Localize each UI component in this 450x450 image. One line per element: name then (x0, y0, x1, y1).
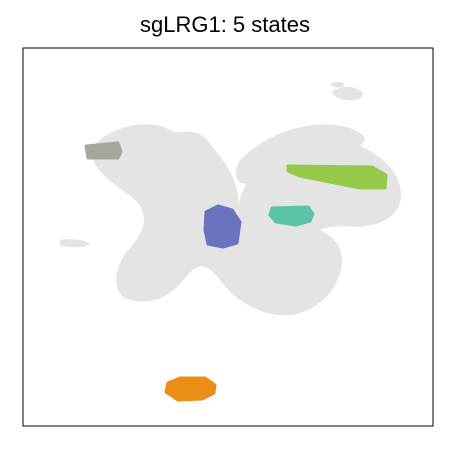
state-blue-cluster (203, 204, 242, 249)
state-teal-cluster (268, 205, 315, 227)
background-cluster-upper-right (235, 124, 365, 184)
background-cluster-left-arm (60, 239, 90, 248)
background-cluster-right-lobe (300, 181, 390, 223)
background-cells (60, 81, 402, 316)
background-cluster-small-lower (312, 265, 326, 275)
highlighted-states (84, 141, 388, 402)
state-orange-cluster (164, 376, 217, 402)
chart-title: sgLRG1: 5 states (140, 12, 310, 37)
plot-frame (22, 47, 434, 427)
state-grey-cluster (84, 141, 123, 160)
background-cluster-top-blob (330, 81, 345, 88)
background-cluster-small-ring (332, 86, 363, 101)
state-green-cluster (286, 164, 388, 190)
